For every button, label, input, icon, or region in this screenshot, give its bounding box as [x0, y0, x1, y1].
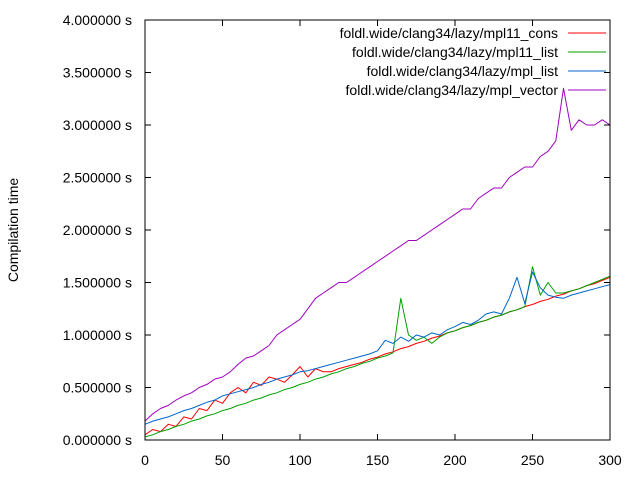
- y-tick-label: 2.000000 s: [63, 222, 132, 238]
- y-tick-label: 1.000000 s: [63, 327, 132, 343]
- series-line-2: [144, 271, 611, 425]
- y-axis: 0.000000 s 0.500000 s 1.000000 s 1.500000 s…: [63, 12, 610, 448]
- y-tick-label: 0.000000 s: [63, 432, 132, 448]
- y-tick-label: 1.500000 s: [63, 275, 132, 291]
- legend-label: foldl.wide/clang34/lazy/mpl_list: [367, 63, 559, 79]
- y-tick-label: 2.500000 s: [63, 170, 132, 186]
- x-tick-label: 100: [288, 452, 312, 468]
- x-tick-label: 300: [598, 452, 622, 468]
- legend-label: foldl.wide/clang34/lazy/mpl11_cons: [340, 25, 558, 41]
- x-tick-label: 200: [443, 452, 467, 468]
- y-tick-label: 3.500000 s: [63, 65, 132, 81]
- y-tick-label: 4.000000 s: [63, 12, 132, 28]
- y-tick-label: 0.500000 s: [63, 380, 132, 396]
- x-axis: 0 50 100 150 200 250 300: [141, 20, 622, 468]
- y-tick-label: 3.000000 s: [63, 117, 132, 133]
- series-line-3: [144, 87, 611, 422]
- x-tick-label: 0: [141, 452, 149, 468]
- series-lines: [144, 87, 611, 438]
- y-axis-label: Compilation time: [5, 178, 21, 282]
- x-tick-label: 150: [366, 452, 390, 468]
- x-tick-label: 250: [521, 452, 545, 468]
- series-line-1: [144, 266, 611, 438]
- series-line-0: [144, 276, 611, 436]
- legend-label: foldl.wide/clang34/lazy/mpl11_list: [352, 44, 558, 60]
- legend-label: foldl.wide/clang34/lazy/mpl_vector: [346, 82, 559, 98]
- legend: foldl.wide/clang34/lazy/mpl11_cons foldl.…: [340, 25, 606, 98]
- x-tick-label: 50: [215, 452, 231, 468]
